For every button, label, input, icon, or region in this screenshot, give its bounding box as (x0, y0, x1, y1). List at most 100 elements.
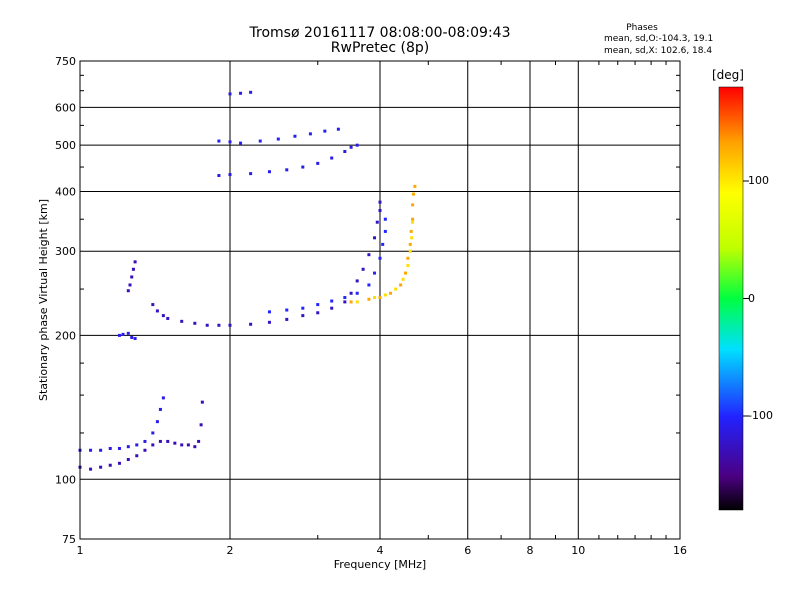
data-point (367, 253, 371, 257)
x-tick-label: 4 (377, 544, 384, 557)
y-tick-label: 400 (55, 185, 76, 198)
data-point (193, 321, 197, 325)
data-point (409, 229, 413, 233)
data-point (330, 306, 334, 310)
data-point (406, 264, 410, 268)
data-point (401, 277, 405, 281)
data-point (131, 267, 135, 271)
data-point (367, 297, 371, 301)
data-point (228, 323, 232, 327)
y-tick-label: 75 (62, 533, 76, 546)
data-point (193, 445, 197, 449)
data-point (121, 332, 125, 336)
data-points (78, 90, 417, 471)
data-point (355, 291, 359, 295)
colorbar-tick-label: 0 (748, 291, 755, 305)
data-point (389, 291, 393, 295)
data-point (155, 309, 159, 313)
data-point (301, 314, 305, 318)
data-point (301, 306, 305, 310)
data-point (408, 242, 412, 246)
data-point (355, 300, 359, 304)
data-point (411, 220, 415, 224)
data-point (217, 174, 221, 178)
data-point (199, 423, 203, 427)
phases-o-stats: mean, sd,O:-104.3, 19.1 (604, 34, 714, 44)
data-point (239, 91, 243, 95)
y-tick-label: 500 (55, 139, 76, 152)
data-point (367, 283, 371, 287)
data-point (301, 165, 305, 169)
x-tick-label: 8 (527, 544, 534, 557)
data-point (143, 448, 147, 452)
y-tick-label: 100 (55, 473, 76, 486)
data-point (316, 303, 320, 307)
data-point (126, 445, 130, 449)
data-point (373, 271, 377, 275)
y-tick-label: 200 (55, 329, 76, 342)
data-point (217, 323, 221, 327)
data-point (161, 396, 165, 400)
chart-title: Tromsø 20161117 08:08:00-08:09:43 (249, 25, 511, 41)
data-point (349, 145, 353, 149)
y-tick-label: 600 (55, 101, 76, 114)
data-point (276, 137, 280, 141)
data-point (378, 296, 382, 300)
data-point (267, 320, 271, 324)
data-point (133, 337, 137, 341)
y-tick-label: 300 (55, 245, 76, 258)
data-point (143, 439, 147, 443)
data-point (200, 400, 204, 404)
data-point (412, 192, 416, 196)
data-point (126, 457, 130, 461)
phases-x-stats: mean, sd,X: 102.6, 18.4 (604, 46, 713, 56)
data-point (197, 439, 201, 443)
data-point (383, 293, 387, 297)
data-point (285, 168, 289, 172)
x-tick-label: 16 (673, 544, 687, 557)
data-point (406, 256, 410, 260)
data-point (330, 156, 334, 160)
data-point (343, 300, 347, 304)
data-point (361, 267, 365, 271)
data-point (267, 170, 271, 174)
data-point (394, 287, 398, 291)
data-point (381, 242, 385, 246)
data-point (186, 443, 190, 447)
x-tick-label: 1 (77, 544, 84, 557)
data-point (410, 236, 414, 240)
colorbar-tick-label: -100 (748, 409, 773, 422)
data-point (161, 314, 165, 318)
data-point (126, 289, 130, 293)
data-point (249, 90, 253, 94)
data-point (373, 296, 377, 300)
chart-subtitle: RwPretec (8p) (330, 40, 430, 56)
data-point (349, 291, 353, 295)
data-point (323, 129, 327, 133)
plot-frame (79, 60, 681, 540)
x-tick-label: 2 (227, 544, 234, 557)
data-point (228, 140, 232, 144)
data-point (166, 439, 170, 443)
data-point (117, 446, 121, 450)
data-point (330, 299, 334, 303)
data-point (117, 461, 121, 465)
data-point (413, 184, 417, 188)
data-point (99, 465, 103, 469)
data-point (117, 333, 121, 337)
x-axis-label: Frequency [MHz] (334, 558, 426, 571)
phases-heading: Phases (626, 23, 658, 33)
data-point (373, 236, 377, 240)
grid-lines (80, 61, 680, 539)
data-point (408, 249, 412, 253)
data-point (258, 139, 262, 143)
x-tick-label: 6 (464, 544, 471, 557)
data-point (355, 143, 359, 147)
y-axis-label: Stationary phase Virtual Height [km] (37, 199, 50, 401)
data-point (378, 209, 382, 213)
data-point (166, 316, 170, 320)
data-point (399, 283, 403, 287)
data-point (180, 443, 184, 447)
data-point (135, 443, 139, 447)
